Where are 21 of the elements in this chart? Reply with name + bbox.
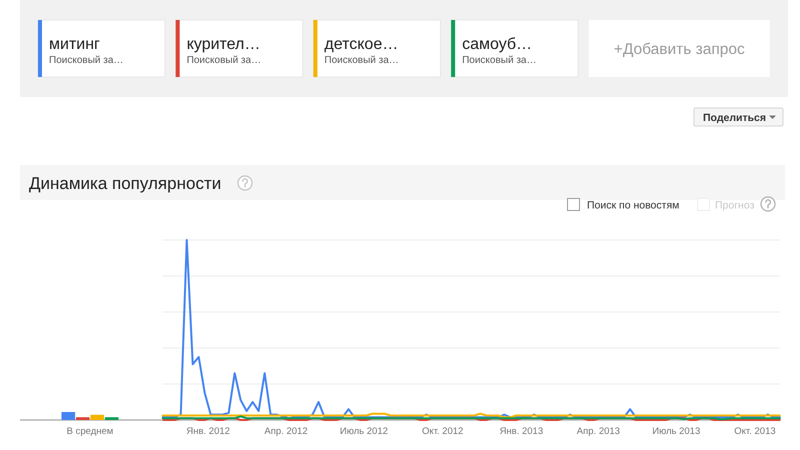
x-tick-label: Окт. 2013 xyxy=(734,426,776,437)
x-tick-label: Окт. 2012 xyxy=(422,426,464,437)
x-tick-label: Апр. 2013 xyxy=(576,426,620,437)
x-tick-label: Апр. 2012 xyxy=(264,426,308,437)
text: +Добавить запрос xyxy=(614,41,746,58)
x-tick-label: Июль 2012 xyxy=(340,426,388,437)
text: Поделиться xyxy=(703,112,766,124)
legend-label: курител… xyxy=(186,36,260,53)
text: Поиск по новостям xyxy=(587,200,680,212)
x-tick-label: Июль 2013 xyxy=(652,426,700,437)
chart-title: Динамика популярности xyxy=(29,174,222,193)
text: Поисковый за… xyxy=(49,55,124,66)
text: Поисковый за… xyxy=(186,55,262,66)
x-tick-label: В среднем xyxy=(66,426,114,437)
legend-label: самоуб… xyxy=(462,36,532,53)
legend-label: детское… xyxy=(324,36,398,53)
x-tick-label: Янв. 2013 xyxy=(500,426,544,437)
text: Поисковый за… xyxy=(324,55,399,66)
x-tick-label: Янв. 2012 xyxy=(186,426,230,437)
legend-label: митинг xyxy=(49,36,100,53)
text: Поисковый за… xyxy=(462,55,537,66)
